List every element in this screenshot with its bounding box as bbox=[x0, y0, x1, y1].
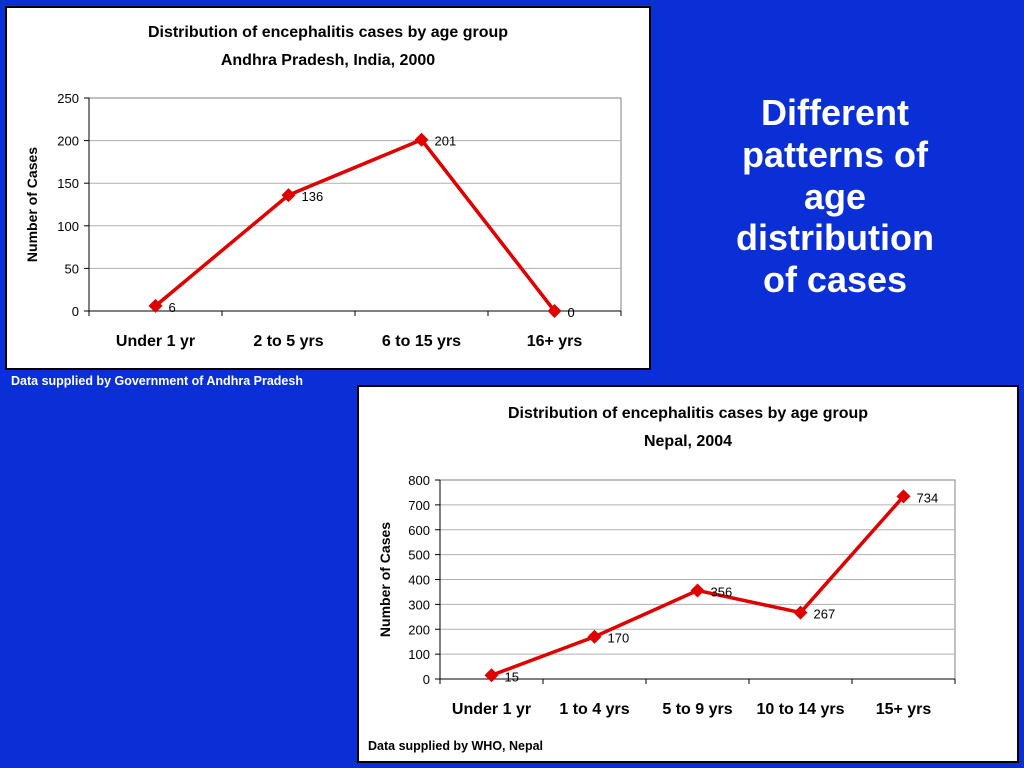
chart2-data-label: 15 bbox=[505, 669, 519, 684]
chart2-y-tick-label: 100 bbox=[408, 647, 430, 662]
chart2-x-tick-label: 10 to 14 yrs bbox=[756, 701, 844, 718]
chart2-data-point bbox=[896, 489, 911, 504]
chart1-data-point bbox=[281, 188, 296, 203]
chart1-x-tick-label: 16+ yrs bbox=[527, 333, 583, 350]
slide-heading: Different patterns of age distribution o… bbox=[736, 92, 934, 300]
chart2-y-axis-label: Number of Cases bbox=[377, 522, 393, 637]
chart2-data-label: 170 bbox=[608, 631, 630, 646]
chart1-data-point bbox=[414, 132, 429, 147]
chart1-data-point bbox=[148, 298, 163, 313]
chart1-y-tick-label: 200 bbox=[57, 134, 79, 149]
chart2-data-label: 734 bbox=[917, 490, 939, 505]
chart2-y-tick-label: 400 bbox=[408, 573, 430, 588]
chart2-data-label: 267 bbox=[814, 607, 836, 622]
chart-panel-nepal: Distribution of encephalitis cases by ag… bbox=[357, 385, 1019, 763]
chart2-data-point bbox=[793, 605, 808, 620]
chart1-x-tick-label: 2 to 5 yrs bbox=[253, 333, 323, 350]
chart1-subtitle: Andhra Pradesh, India, 2000 bbox=[221, 52, 435, 69]
chart2-x-tick-label: 5 to 9 yrs bbox=[662, 701, 732, 718]
chart2-y-tick-label: 200 bbox=[408, 622, 430, 637]
chart1-y-tick-label: 0 bbox=[72, 304, 79, 319]
chart1-data-label: 0 bbox=[568, 305, 575, 320]
chart1-title: Distribution of encephalitis cases by ag… bbox=[148, 24, 508, 41]
chart2-data-point bbox=[484, 668, 499, 683]
chart1-y-tick-label: 100 bbox=[57, 219, 79, 234]
chart1-series-line bbox=[154, 137, 556, 313]
chart-panel-andhra-pradesh: Distribution of encephalitis cases by ag… bbox=[5, 6, 651, 370]
chart2-y-tick-label: 700 bbox=[408, 498, 430, 513]
chart2-y-tick-label: 300 bbox=[408, 597, 430, 612]
chart2-x-tick-label: Under 1 yr bbox=[452, 701, 531, 718]
chart1-y-tick-label: 150 bbox=[57, 176, 79, 191]
chart2-x-tick-label: 1 to 4 yrs bbox=[559, 701, 629, 718]
chart2-x-tick-label: 15+ yrs bbox=[876, 701, 932, 718]
chart2-data-label: 356 bbox=[711, 584, 733, 599]
chart2-y-tick-label: 500 bbox=[408, 548, 430, 563]
data-credit-andhra-pradesh: Data supplied by Government of Andhra Pr… bbox=[11, 374, 303, 388]
chart2-subtitle: Nepal, 2004 bbox=[644, 433, 732, 450]
chart-nepal: Distribution of encephalitis cases by ag… bbox=[377, 405, 956, 718]
chart2-data-point bbox=[690, 583, 705, 598]
chart1-y-tick-label: 250 bbox=[57, 91, 79, 106]
chart1-data-label: 201 bbox=[435, 134, 457, 149]
chart1-data-point bbox=[547, 304, 562, 318]
chart1-data-label: 6 bbox=[169, 300, 176, 315]
chart2-title: Distribution of encephalitis cases by ag… bbox=[508, 405, 868, 422]
chart2-y-tick-label: 800 bbox=[408, 473, 430, 488]
chart1-x-tick-label: 6 to 15 yrs bbox=[382, 333, 461, 350]
chart1-plot-area bbox=[88, 97, 622, 312]
chart2-y-tick-label: 600 bbox=[408, 523, 430, 538]
chart1-y-tick-label: 50 bbox=[65, 261, 79, 276]
chart-andhra-pradesh: Distribution of encephalitis cases by ag… bbox=[24, 24, 622, 350]
chart1-data-label: 136 bbox=[302, 189, 324, 204]
chart1-x-tick-label: Under 1 yr bbox=[116, 333, 195, 350]
chart2-data-point bbox=[587, 629, 602, 644]
data-credit-nepal: Data supplied by WHO, Nepal bbox=[368, 739, 544, 753]
chart1-y-axis-label: Number of Cases bbox=[24, 147, 40, 262]
chart2-y-tick-label: 0 bbox=[423, 672, 430, 687]
